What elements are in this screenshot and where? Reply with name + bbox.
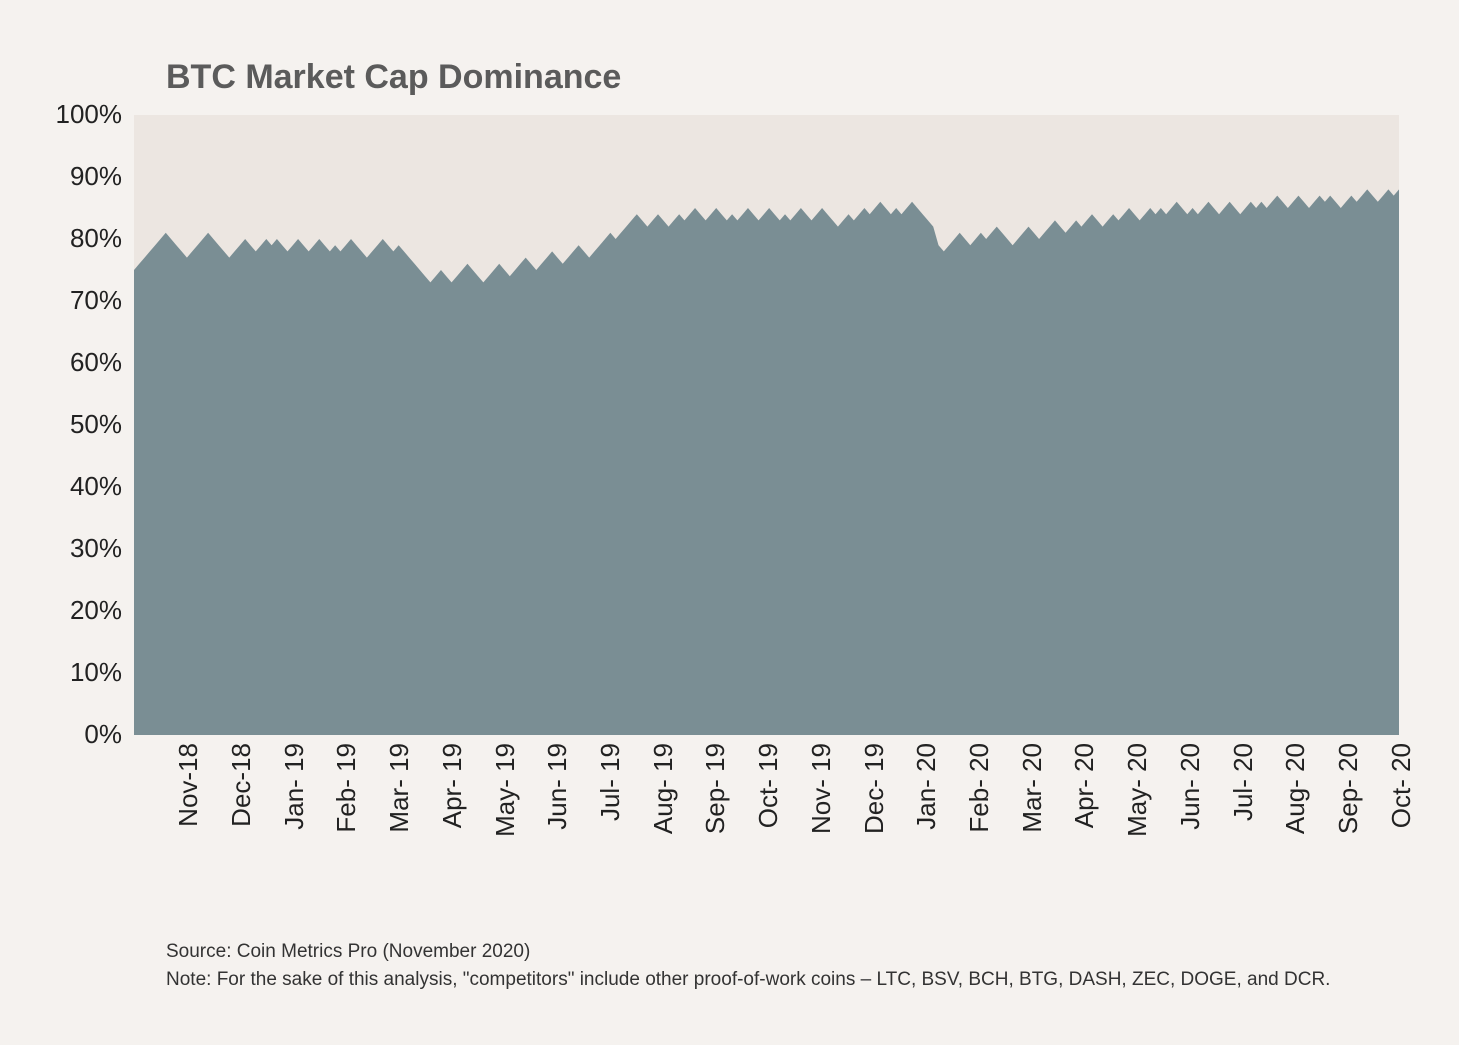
y-tick-label: 60% xyxy=(0,347,122,378)
x-tick-label: Aug- 20 xyxy=(1280,743,1311,943)
area-series xyxy=(134,189,1399,735)
footnotes: Source: Coin Metrics Pro (November 2020)… xyxy=(166,938,1330,994)
x-tick-label: Jun- 19 xyxy=(542,743,573,943)
x-tick-label: Apr- 20 xyxy=(1069,743,1100,943)
y-tick-label: 20% xyxy=(0,595,122,626)
x-tick-label: Nov-18 xyxy=(173,743,204,943)
x-tick-label: Apr- 19 xyxy=(437,743,468,943)
x-tick-label: Mar- 20 xyxy=(1017,743,1048,943)
page: BTC Market Cap Dominance 0% 10% 20% 30% 40% 5… xyxy=(0,0,1459,1045)
y-tick-label: 70% xyxy=(0,285,122,316)
y-tick-label: 50% xyxy=(0,409,122,440)
methodology-note: Note: For the sake of this analysis, "co… xyxy=(166,966,1330,994)
x-tick-label: Dec- 19 xyxy=(859,743,890,943)
chart-title: BTC Market Cap Dominance xyxy=(166,58,621,97)
y-tick-label: 10% xyxy=(0,657,122,688)
x-tick-label: Aug- 19 xyxy=(648,743,679,943)
source-note: Source: Coin Metrics Pro (November 2020) xyxy=(166,938,1330,966)
x-tick-label: Oct- 20 xyxy=(1386,743,1417,943)
y-tick-label: 80% xyxy=(0,223,122,254)
y-tick-label: 0% xyxy=(0,719,122,750)
x-tick-label: Feb- 20 xyxy=(964,743,995,943)
x-tick-label: Sep- 19 xyxy=(700,743,731,943)
x-tick-label: Mar- 19 xyxy=(384,743,415,943)
x-tick-label: Jul- 19 xyxy=(595,743,626,943)
x-tick-label: Jun- 20 xyxy=(1175,743,1206,943)
x-tick-label: Jul- 20 xyxy=(1228,743,1259,943)
x-tick-label: Feb- 19 xyxy=(331,743,362,943)
y-tick-label: 40% xyxy=(0,471,122,502)
x-tick-label: May- 19 xyxy=(490,743,521,943)
y-tick-label: 100% xyxy=(0,99,122,130)
x-tick-label: Jan- 19 xyxy=(279,743,310,943)
x-tick-label: Nov- 19 xyxy=(806,743,837,943)
x-tick-label: Sep- 20 xyxy=(1333,743,1364,943)
x-tick-label: Jan- 20 xyxy=(911,743,942,943)
x-tick-label: May- 20 xyxy=(1122,743,1153,943)
x-tick-label: Dec-18 xyxy=(226,743,257,943)
area-chart xyxy=(134,115,1399,735)
y-tick-label: 30% xyxy=(0,533,122,564)
x-tick-label: Oct- 19 xyxy=(753,743,784,943)
y-tick-label: 90% xyxy=(0,161,122,192)
